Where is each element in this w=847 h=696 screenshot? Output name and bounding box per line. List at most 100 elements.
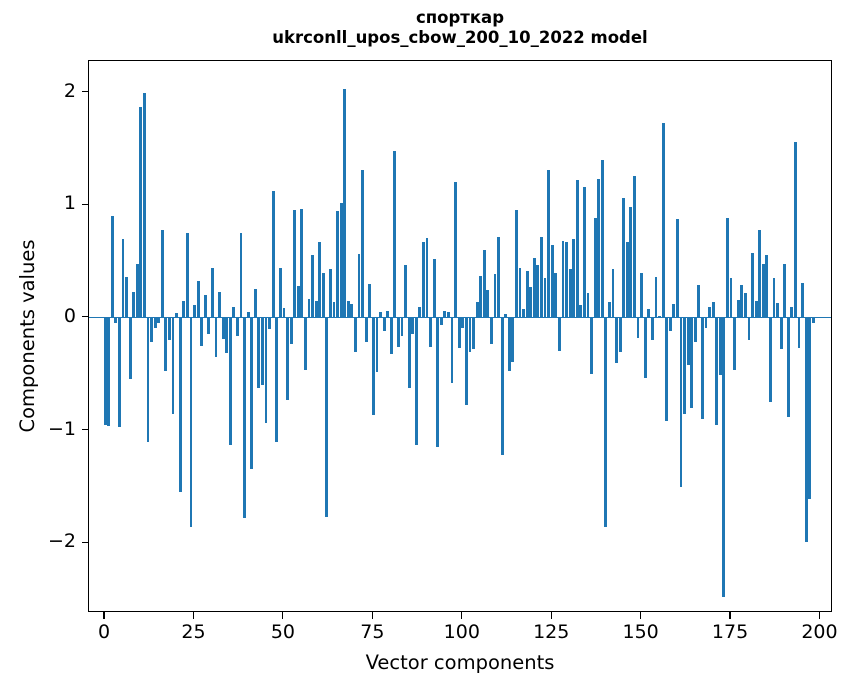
bar bbox=[146, 317, 150, 442]
bar bbox=[439, 317, 443, 325]
bar bbox=[779, 317, 783, 350]
bar bbox=[643, 317, 647, 378]
y-tick-label: 0 bbox=[63, 304, 76, 327]
bar bbox=[257, 317, 261, 388]
chart-title-line-2: ukrconll_upos_cbow_200_10_2022 model bbox=[272, 28, 648, 47]
bar bbox=[479, 276, 483, 318]
bar bbox=[686, 317, 690, 366]
bar bbox=[346, 300, 350, 318]
bar bbox=[128, 317, 132, 379]
bar bbox=[572, 238, 576, 318]
bar bbox=[736, 299, 740, 318]
plot-axes-frame bbox=[88, 60, 832, 612]
bar bbox=[675, 218, 679, 318]
bar bbox=[708, 306, 712, 318]
bar bbox=[464, 317, 468, 405]
bar bbox=[636, 317, 640, 339]
bar bbox=[103, 317, 107, 425]
bar bbox=[246, 312, 250, 318]
bar bbox=[701, 317, 704, 420]
bar bbox=[271, 190, 275, 318]
bar bbox=[586, 293, 590, 318]
bar bbox=[332, 302, 336, 318]
bar bbox=[139, 107, 143, 318]
bar bbox=[143, 92, 146, 318]
bar bbox=[475, 302, 479, 318]
bar bbox=[672, 304, 676, 318]
bar bbox=[532, 258, 536, 318]
bar bbox=[661, 122, 665, 318]
y-tick-mark bbox=[81, 203, 88, 205]
bar bbox=[726, 217, 729, 318]
bar bbox=[289, 317, 293, 344]
bar bbox=[150, 317, 154, 342]
bar bbox=[368, 284, 372, 318]
bar bbox=[468, 317, 472, 352]
x-tick-label: 75 bbox=[360, 621, 385, 643]
bar bbox=[182, 300, 186, 318]
bar bbox=[218, 291, 221, 318]
x-tick-label: 125 bbox=[533, 621, 570, 643]
bar bbox=[379, 312, 382, 318]
bar bbox=[776, 303, 779, 318]
bar bbox=[733, 317, 737, 370]
bar bbox=[207, 317, 211, 334]
bar bbox=[622, 198, 626, 318]
bar bbox=[665, 317, 669, 422]
bar bbox=[615, 317, 619, 363]
bar bbox=[768, 317, 772, 403]
bar bbox=[711, 302, 715, 318]
bar bbox=[504, 314, 508, 318]
y-tick-label: −2 bbox=[47, 530, 76, 553]
bar bbox=[457, 317, 461, 349]
bar bbox=[386, 311, 390, 318]
bar bbox=[597, 179, 601, 318]
bar bbox=[808, 317, 812, 500]
bar bbox=[797, 317, 801, 349]
bar bbox=[582, 187, 586, 318]
bar bbox=[515, 209, 518, 318]
x-tick-label: 25 bbox=[181, 621, 206, 643]
bar bbox=[389, 317, 393, 354]
x-axis-label: Vector components bbox=[365, 651, 555, 674]
bar bbox=[228, 317, 232, 446]
bar-plot-area bbox=[89, 61, 831, 611]
bar bbox=[718, 317, 722, 376]
bar bbox=[261, 317, 264, 386]
bar bbox=[339, 202, 343, 318]
bar bbox=[611, 269, 615, 318]
bar bbox=[268, 317, 272, 330]
bar bbox=[786, 317, 790, 417]
y-tick-mark bbox=[81, 90, 88, 93]
bar bbox=[811, 317, 815, 324]
bar bbox=[411, 317, 415, 334]
x-tick-label: 50 bbox=[270, 621, 296, 643]
bar bbox=[329, 269, 332, 318]
bar bbox=[540, 236, 543, 318]
bar bbox=[418, 306, 422, 318]
x-tick-mark bbox=[282, 612, 284, 619]
bar bbox=[429, 317, 433, 348]
bar bbox=[200, 317, 204, 346]
bar bbox=[593, 217, 597, 318]
bar bbox=[754, 300, 758, 318]
bar bbox=[550, 244, 554, 318]
bar bbox=[565, 242, 568, 318]
bar bbox=[396, 317, 400, 348]
bar bbox=[300, 208, 304, 318]
bar bbox=[354, 317, 357, 352]
x-tick-mark bbox=[818, 612, 821, 619]
bar bbox=[121, 238, 125, 318]
bar bbox=[400, 317, 404, 336]
y-tick-mark bbox=[81, 316, 88, 318]
bar bbox=[303, 317, 307, 370]
bar bbox=[382, 317, 386, 332]
bar bbox=[175, 313, 179, 318]
bar bbox=[658, 315, 661, 318]
bar bbox=[125, 277, 128, 318]
bar bbox=[633, 175, 636, 318]
bar bbox=[683, 317, 686, 414]
x-tick-mark bbox=[103, 612, 105, 619]
x-tick-mark bbox=[550, 612, 552, 619]
bar bbox=[654, 277, 658, 318]
